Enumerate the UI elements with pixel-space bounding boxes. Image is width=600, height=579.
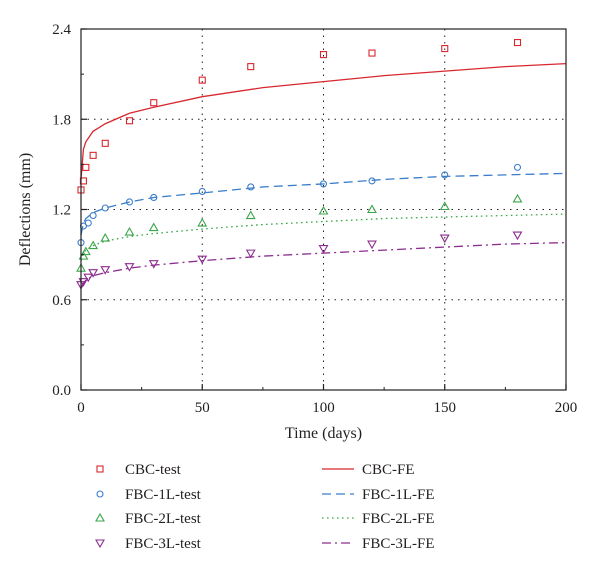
data-point-fbc-3l-test bbox=[124, 263, 135, 272]
data-point-cbc-test bbox=[125, 117, 134, 125]
legend: CBC-test FBC-1L-test FBC-2L-test FBC-3L-tes… bbox=[95, 462, 435, 552]
data-point-fbc-3l-test bbox=[439, 234, 450, 244]
data-point-cbc-test bbox=[441, 45, 449, 53]
x-tick-label: 100 bbox=[312, 400, 335, 416]
x-tick-label: 200 bbox=[555, 400, 578, 416]
data-point-cbc-test bbox=[319, 51, 328, 59]
data-point-cbc-test bbox=[368, 49, 376, 57]
data-point-fbc-2l-test bbox=[100, 232, 111, 242]
tick-layer: 0 50 100 150 200 0.0 0.6 1.2 1.8 2.4 bbox=[52, 22, 577, 416]
data-point-fbc-1l-test bbox=[125, 198, 134, 206]
legend-label-fbc-3l-test: FBC-3L-test bbox=[125, 536, 202, 552]
data-point-cbc-test bbox=[150, 99, 158, 107]
x-tick-label: 150 bbox=[434, 400, 457, 416]
data-point-fbc-3l-test bbox=[88, 269, 99, 278]
data-point-fbc-1l-test bbox=[368, 177, 376, 185]
data-point-fbc-3l-test bbox=[318, 245, 329, 254]
x-axis-label: Time (days) bbox=[285, 425, 362, 442]
fe-curve-fbc-1l-fe bbox=[80, 172, 567, 236]
x-tick-label: 0 bbox=[77, 400, 85, 416]
grid-layer bbox=[81, 29, 566, 390]
data-point-fbc-2l-test bbox=[124, 226, 135, 236]
legend-marker-fbc-3l-test bbox=[95, 539, 105, 549]
legend-label-cbc-fe: CBC-FE bbox=[362, 462, 415, 478]
data-point-fbc-2l-test bbox=[197, 217, 208, 227]
data-point-fbc-3l-test bbox=[197, 255, 208, 265]
data-point-cbc-test bbox=[198, 76, 206, 84]
data-point-fbc-2l-test bbox=[148, 222, 159, 232]
data-point-fbc-1l-test bbox=[198, 187, 206, 195]
data-point-fbc-1l-test bbox=[150, 193, 158, 202]
data-point-fbc-3l-test bbox=[367, 240, 377, 250]
data-point-fbc-1l-test bbox=[84, 219, 92, 227]
data-point-fbc-1l-test bbox=[513, 163, 522, 171]
data-point-fbc-1l-test bbox=[101, 204, 109, 212]
y-tick-label: 0.6 bbox=[52, 293, 71, 309]
y-tick-label: 1.2 bbox=[52, 203, 71, 219]
data-point-fbc-2l-test bbox=[512, 193, 523, 203]
data-point-fbc-2l-test bbox=[80, 246, 91, 256]
data-point-fbc-2l-test bbox=[88, 240, 99, 250]
fe-curve-fbc-3l-fe bbox=[80, 241, 567, 289]
data-point-fbc-1l-test bbox=[319, 180, 328, 188]
data-point-cbc-test bbox=[513, 38, 522, 47]
y-tick-label: 0.0 bbox=[52, 383, 71, 399]
legend-label-fbc-2l-fe: FBC-2L-FE bbox=[362, 511, 435, 527]
data-point-fbc-1l-test bbox=[247, 183, 255, 191]
y-axis-label: Deflections (mm) bbox=[17, 153, 34, 266]
test-markers-layer bbox=[76, 38, 523, 290]
data-point-fbc-3l-test bbox=[512, 231, 523, 241]
x-tick-label: 50 bbox=[195, 400, 210, 416]
data-point-fbc-2l-test bbox=[318, 205, 329, 215]
data-point-fbc-2l-test bbox=[245, 210, 256, 220]
data-point-fbc-1l-test bbox=[89, 211, 97, 220]
data-point-fbc-2l-test bbox=[439, 201, 450, 211]
data-point-cbc-test bbox=[89, 151, 97, 159]
legend-label-cbc-test: CBC-test bbox=[125, 462, 182, 478]
data-point-cbc-test bbox=[82, 163, 90, 171]
legend-label-fbc-2l-test: FBC-2L-test bbox=[125, 511, 202, 527]
y-tick-label: 1.8 bbox=[52, 112, 71, 128]
fe-curve-cbc-fe bbox=[80, 62, 567, 180]
data-point-cbc-test bbox=[247, 63, 255, 71]
legend-marker-fbc-1l-test bbox=[96, 490, 104, 498]
data-point-fbc-3l-test bbox=[245, 249, 256, 259]
data-point-cbc-test bbox=[101, 139, 109, 147]
data-point-fbc-3l-test bbox=[100, 266, 111, 275]
legend-label-fbc-1l-test: FBC-1L-test bbox=[125, 487, 202, 503]
legend-marker-cbc-test bbox=[96, 465, 104, 473]
data-point-fbc-3l-test bbox=[148, 260, 159, 269]
y-tick-label: 2.4 bbox=[52, 22, 71, 38]
data-point-fbc-2l-test bbox=[367, 204, 377, 214]
legend-marker-fbc-2l-test bbox=[95, 512, 105, 522]
data-point-fbc-3l-test bbox=[83, 273, 94, 283]
legend-label-fbc-3l-fe: FBC-3L-FE bbox=[362, 536, 435, 552]
fe-curves-layer bbox=[80, 62, 567, 289]
legend-label-fbc-1l-fe: FBC-1L-FE bbox=[362, 487, 435, 503]
data-point-fbc-1l-test bbox=[441, 171, 449, 179]
